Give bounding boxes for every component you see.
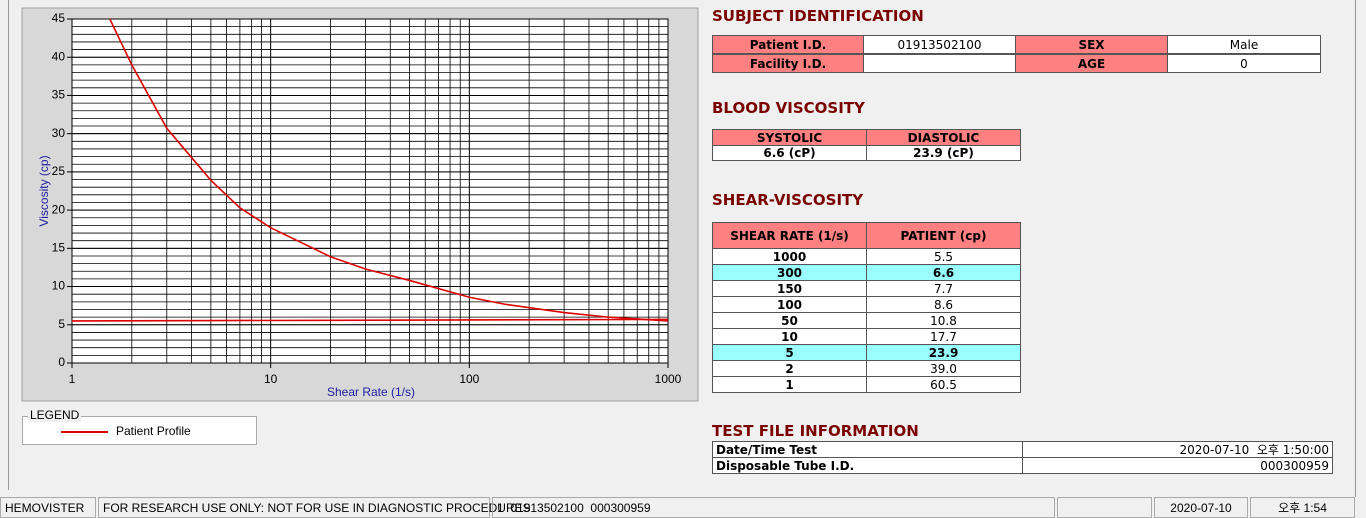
- cell-label: Patient I.D.: [712, 35, 864, 54]
- x-tick-label: 1000: [655, 372, 682, 386]
- legend-swatch: [61, 431, 108, 433]
- plot-area: [72, 19, 668, 363]
- window-border: [1355, 0, 1356, 497]
- row-rate: 2: [712, 360, 867, 377]
- row-rate: 300: [712, 264, 867, 281]
- y-tick-label: 10: [52, 279, 66, 293]
- y-tick-label: 15: [52, 241, 66, 255]
- row-rate: 150: [712, 280, 867, 297]
- row-value: 10.8: [866, 312, 1021, 329]
- row-value: 7.7: [866, 280, 1021, 297]
- status-app: HEMOVISTER: [0, 497, 96, 518]
- column-header: PATIENT (cp): [866, 222, 1021, 249]
- row-value: 6.6: [866, 264, 1021, 281]
- row-label: Disposable Tube I.D.: [712, 457, 1023, 474]
- section-title: TEST FILE INFORMATION: [712, 422, 919, 440]
- status-time: 오후 1:54: [1250, 497, 1355, 518]
- column-header: SHEAR RATE (1/s): [712, 222, 867, 249]
- section-title: BLOOD VISCOSITY: [712, 99, 865, 117]
- series-line: [109, 18, 669, 322]
- row-value: 2020-07-10 오후 1:50:00: [1022, 441, 1333, 458]
- series-line: [71, 318, 669, 322]
- y-tick-label: 35: [52, 88, 66, 102]
- y-tick-label: 20: [52, 202, 66, 216]
- status-notice: FOR RESEARCH USE ONLY: NOT FOR USE IN DI…: [98, 497, 531, 518]
- row-rate: 5: [712, 344, 867, 361]
- x-tick-label: 100: [459, 372, 479, 386]
- cell-value: 0: [1167, 54, 1321, 73]
- cell-value: 23.9 (cP): [866, 145, 1021, 161]
- x-tick-label: 10: [264, 372, 278, 386]
- row-rate: 1: [712, 376, 867, 393]
- row-value: 39.0: [866, 360, 1021, 377]
- cell-value: 01913502100: [863, 35, 1016, 54]
- y-tick-label: 40: [52, 49, 66, 63]
- cell-value: 6.6 (cP): [712, 145, 867, 161]
- y-tick-label: 5: [58, 317, 65, 331]
- cell-value: [863, 54, 1016, 73]
- row-value: 60.5: [866, 376, 1021, 393]
- cell-label: SEX: [1015, 35, 1168, 54]
- x-axis-label: Shear Rate (1/s): [327, 385, 415, 399]
- y-tick-label: 30: [52, 126, 66, 140]
- plot-border: [71, 18, 669, 364]
- row-rate: 10: [712, 328, 867, 345]
- legend: Patient Profile: [22, 416, 257, 445]
- cell-value: Male: [1167, 35, 1321, 54]
- row-value: 000300959: [1022, 457, 1333, 474]
- section-title: SHEAR-VISCOSITY: [712, 191, 864, 209]
- row-rate: 50: [712, 312, 867, 329]
- y-axis-label: Viscosity (cp): [37, 155, 51, 226]
- row-rate: 1000: [712, 248, 867, 265]
- status-record: 1 01913502100 000300959: [492, 497, 1055, 518]
- y-tick-label: 25: [52, 164, 66, 178]
- row-value: 5.5: [866, 248, 1021, 265]
- legend-label: Patient Profile: [116, 424, 191, 438]
- y-tick-label: 0: [58, 355, 65, 369]
- legend-title: LEGEND: [28, 408, 82, 422]
- column-header: SYSTOLIC: [712, 129, 867, 146]
- window-border: [8, 0, 9, 490]
- y-tick-label: 45: [52, 11, 66, 25]
- chart: Shear Rate (1/s) Viscosity (cp) 1 10 100 10…: [21, 7, 699, 402]
- x-tick-label: 1: [69, 372, 76, 386]
- cell-label: Facility I.D.: [712, 54, 864, 73]
- section-title: SUBJECT IDENTIFICATION: [712, 7, 924, 25]
- row-value: 8.6: [866, 296, 1021, 313]
- row-rate: 100: [712, 296, 867, 313]
- cell-label: AGE: [1015, 54, 1168, 73]
- row-value: 23.9: [866, 344, 1021, 361]
- status-date: 2020-07-10: [1154, 497, 1248, 518]
- row-value: 17.7: [866, 328, 1021, 345]
- column-header: DIASTOLIC: [866, 129, 1021, 146]
- row-label: Date/Time Test: [712, 441, 1023, 458]
- status-empty: [1057, 497, 1152, 518]
